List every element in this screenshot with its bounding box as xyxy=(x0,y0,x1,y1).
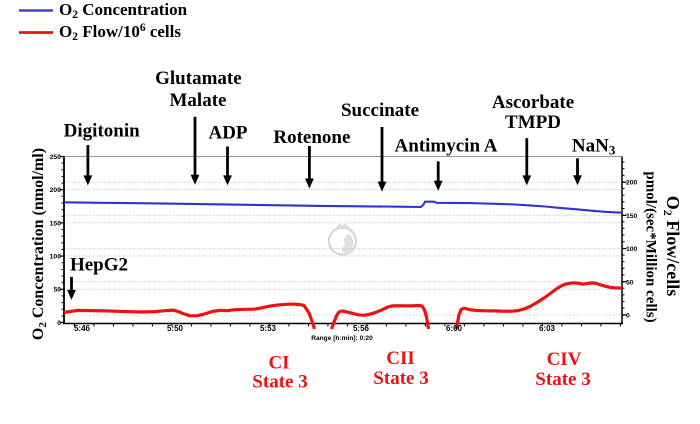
svg-text:pmol/(sec*Million cells): pmol/(sec*Million cells) xyxy=(643,171,659,322)
svg-text:Ascorbate: Ascorbate xyxy=(492,92,574,113)
svg-text:State 3: State 3 xyxy=(252,372,307,393)
svg-text:O2 Concentration (nmol/ml): O2 Concentration (nmol/ml) xyxy=(30,148,49,340)
svg-text:50: 50 xyxy=(626,279,634,286)
svg-text:0: 0 xyxy=(626,313,630,320)
svg-text:150: 150 xyxy=(626,213,638,220)
svg-text:200: 200 xyxy=(50,187,62,194)
svg-text:250: 250 xyxy=(50,154,62,161)
svg-text:ADP: ADP xyxy=(208,123,247,144)
svg-text:150: 150 xyxy=(50,220,62,227)
svg-text:Glutamate: Glutamate xyxy=(155,68,242,89)
svg-text:6:03: 6:03 xyxy=(539,324,556,333)
svg-text:5:50: 5:50 xyxy=(167,324,184,333)
svg-text:50: 50 xyxy=(53,287,61,294)
svg-text:CII: CII xyxy=(386,348,415,369)
svg-text:HepG2: HepG2 xyxy=(70,255,128,276)
svg-text:200: 200 xyxy=(626,180,638,187)
svg-text:TMPD: TMPD xyxy=(505,112,561,133)
svg-text:Antimycin A: Antimycin A xyxy=(395,135,498,156)
svg-text:CI: CI xyxy=(268,353,289,374)
svg-text:5:53: 5:53 xyxy=(260,324,277,333)
svg-text:Succinate: Succinate xyxy=(341,100,419,121)
svg-text:100: 100 xyxy=(626,246,638,253)
svg-text:0: 0 xyxy=(57,320,61,327)
svg-text:CIV: CIV xyxy=(547,349,582,370)
svg-text:6:00: 6:00 xyxy=(446,324,463,333)
svg-text:Digitonin: Digitonin xyxy=(64,121,140,142)
svg-text:O2 Flow/cells: O2 Flow/cells xyxy=(661,196,683,297)
svg-text:State 3: State 3 xyxy=(535,369,590,390)
svg-text:State 3: State 3 xyxy=(373,368,428,389)
svg-text:Range [h:min]: 0:20: Range [h:min]: 0:20 xyxy=(311,335,373,342)
svg-text:Malate: Malate xyxy=(170,90,227,111)
svg-text:5:56: 5:56 xyxy=(353,324,370,333)
svg-text:100: 100 xyxy=(50,254,62,261)
svg-text:5:46: 5:46 xyxy=(74,324,91,333)
svg-text:Rotenone: Rotenone xyxy=(273,127,350,148)
svg-text:O2 Concentration: O2 Concentration xyxy=(59,0,188,21)
svg-text:O2 Flow/106 cells: O2 Flow/106 cells xyxy=(59,22,181,43)
svg-text:NaN3: NaN3 xyxy=(572,135,616,157)
